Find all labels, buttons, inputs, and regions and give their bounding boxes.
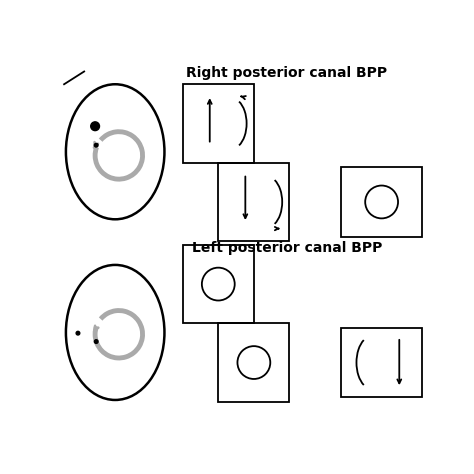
Text: Left posterior canal BPP: Left posterior canal BPP [191, 241, 382, 255]
Circle shape [94, 340, 98, 343]
Bar [219, 163, 290, 241]
Circle shape [76, 331, 80, 335]
Circle shape [94, 143, 98, 147]
Bar [219, 323, 290, 402]
Text: Right posterior canal BPP: Right posterior canal BPP [186, 66, 387, 80]
Circle shape [91, 122, 100, 131]
Bar [341, 328, 422, 397]
Bar [182, 84, 254, 163]
Bar [341, 167, 422, 237]
Bar [182, 245, 254, 323]
